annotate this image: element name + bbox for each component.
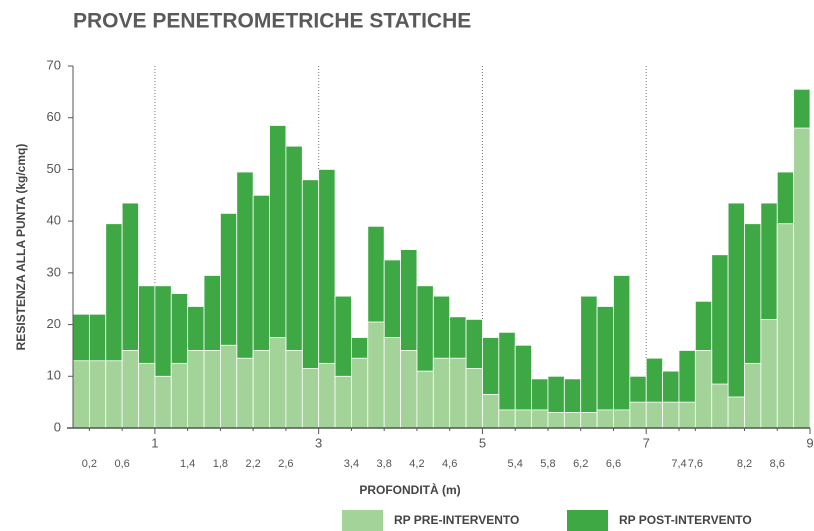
bar <box>613 275 631 429</box>
bar <box>727 202 745 429</box>
x-tick-label: 7 <box>643 435 650 450</box>
x-minor-label: 1,8 <box>213 458 228 470</box>
bar <box>449 357 467 429</box>
x-minor-label: 5,4 <box>508 458 523 470</box>
bar <box>367 321 385 429</box>
bar <box>432 357 451 429</box>
legend-label: RP PRE-INTERVENTO <box>394 513 519 527</box>
y-tick-label: 0 <box>54 419 61 434</box>
bar <box>285 350 303 429</box>
x-tick-label: 1 <box>151 435 158 450</box>
bar <box>482 393 500 429</box>
chart-title: PROVE PENETROMETRICHE STATICHE <box>73 10 471 33</box>
x-tick-label: 3 <box>315 435 322 450</box>
bar <box>252 350 270 429</box>
bar <box>203 350 221 429</box>
y-tick-label: 60 <box>47 109 61 124</box>
bar <box>269 337 287 429</box>
bar <box>678 401 696 429</box>
bar <box>154 375 172 429</box>
x-minor-label: 6,6 <box>606 458 621 470</box>
legend-swatch <box>567 510 608 531</box>
bar <box>727 396 745 429</box>
bar <box>760 318 778 429</box>
x-minor-label: 4,2 <box>409 458 424 470</box>
x-minor-label: 8,2 <box>737 458 752 470</box>
x-tick-label: 9 <box>806 435 813 450</box>
bar <box>416 370 434 429</box>
legend-label: RP POST-INTERVENTO <box>619 513 752 527</box>
bar <box>170 362 189 429</box>
x-minor-label: 7,6 <box>688 458 703 470</box>
bar <box>547 412 565 429</box>
bar <box>88 360 107 429</box>
bar <box>72 360 90 429</box>
bar <box>694 350 713 429</box>
bar <box>187 350 205 429</box>
bar <box>514 409 532 429</box>
x-minor-label: 1,4 <box>180 458 195 470</box>
bar <box>563 412 582 429</box>
bar <box>465 368 483 429</box>
bar <box>318 362 336 429</box>
bar <box>301 368 320 429</box>
x-tick-label: 5 <box>479 435 486 450</box>
x-minor-label: 4,6 <box>442 458 457 470</box>
x-minor-label: 0,6 <box>114 458 129 470</box>
bar <box>334 375 352 429</box>
x-minor-label: 0,2 <box>82 458 97 470</box>
bar <box>400 350 418 429</box>
x-minor-label: 5,8 <box>540 458 555 470</box>
bar <box>711 383 729 429</box>
y-tick-label: 10 <box>47 368 61 383</box>
bar <box>580 412 598 429</box>
bar <box>744 362 762 429</box>
x-minor-label: 6,2 <box>573 458 588 470</box>
bar <box>613 409 631 429</box>
y-axis-label: RESISTENZA ALLA PUNTA (kg/cmq) <box>14 144 28 351</box>
bar <box>383 337 401 429</box>
bar <box>219 344 238 429</box>
y-tick-label: 50 <box>47 161 61 176</box>
x-minor-label: 2,2 <box>246 458 261 470</box>
bar <box>138 362 156 429</box>
y-tick-label: 30 <box>47 264 61 279</box>
bar <box>629 401 647 429</box>
bar <box>351 357 369 429</box>
x-minor-label: 3,8 <box>377 458 392 470</box>
bar <box>121 350 139 429</box>
y-tick-label: 40 <box>47 213 61 228</box>
bar <box>645 401 664 429</box>
bar <box>580 295 598 429</box>
x-minor-label: 8,6 <box>770 458 785 470</box>
x-minor-label: 3,4 <box>344 458 359 470</box>
bar <box>776 223 795 429</box>
x-minor-label: 7,4 <box>671 458 686 470</box>
legend-swatch <box>342 510 383 531</box>
x-minor-label: 2,6 <box>278 458 293 470</box>
y-tick-label: 20 <box>47 316 61 331</box>
bar <box>793 127 811 429</box>
bar <box>236 357 254 429</box>
y-tick-label: 70 <box>47 57 61 72</box>
x-axis-label: PROFONDITÀ (m) <box>359 482 460 497</box>
bar <box>662 401 680 429</box>
bar <box>498 409 516 429</box>
bar <box>596 409 614 429</box>
bar <box>105 360 123 429</box>
bar <box>531 409 549 429</box>
